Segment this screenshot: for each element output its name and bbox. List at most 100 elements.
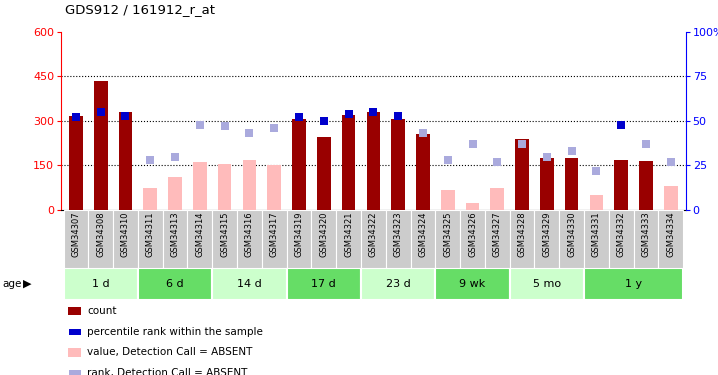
Text: GSM34313: GSM34313 <box>171 212 180 257</box>
Bar <box>286 210 312 268</box>
Text: GSM34307: GSM34307 <box>71 212 80 257</box>
Text: GSM34328: GSM34328 <box>518 212 526 257</box>
Text: GSM34323: GSM34323 <box>393 212 403 257</box>
Point <box>417 130 429 136</box>
Bar <box>113 210 138 268</box>
Point <box>442 157 454 163</box>
Point <box>144 157 156 163</box>
Bar <box>193 162 207 210</box>
Text: rank, Detection Call = ABSENT: rank, Detection Call = ABSENT <box>87 368 247 375</box>
Bar <box>540 158 554 210</box>
Point <box>120 112 131 118</box>
Point <box>243 130 255 136</box>
Bar <box>466 202 480 210</box>
Text: 17 d: 17 d <box>312 279 336 289</box>
Bar <box>118 112 132 210</box>
Point <box>516 141 528 147</box>
Text: 1 d: 1 d <box>92 279 110 289</box>
Bar <box>361 210 386 268</box>
Text: GSM34332: GSM34332 <box>617 212 626 257</box>
Point <box>541 154 553 160</box>
Bar <box>658 210 684 268</box>
Text: 6 d: 6 d <box>167 279 184 289</box>
Text: GSM34314: GSM34314 <box>195 212 205 257</box>
Point <box>393 112 404 118</box>
Bar <box>138 268 213 300</box>
Bar <box>367 112 380 210</box>
Bar <box>435 210 460 268</box>
Point <box>640 141 652 147</box>
Point <box>566 148 577 154</box>
Bar <box>88 210 113 268</box>
Bar <box>559 210 584 268</box>
Text: 5 mo: 5 mo <box>533 279 561 289</box>
Point <box>318 118 330 124</box>
Bar <box>63 268 138 300</box>
Text: value, Detection Call = ABSENT: value, Detection Call = ABSENT <box>87 348 252 357</box>
Text: percentile rank within the sample: percentile rank within the sample <box>87 327 263 337</box>
Text: GSM34311: GSM34311 <box>146 212 155 257</box>
Bar <box>63 210 88 268</box>
Bar <box>615 159 628 210</box>
Bar <box>516 139 529 210</box>
Bar <box>584 210 609 268</box>
Bar <box>411 210 435 268</box>
Bar <box>510 210 534 268</box>
Text: GDS912 / 161912_r_at: GDS912 / 161912_r_at <box>65 3 215 16</box>
Point <box>342 111 354 117</box>
Text: GSM34326: GSM34326 <box>468 212 477 257</box>
Text: GSM34308: GSM34308 <box>96 212 106 257</box>
Text: 14 d: 14 d <box>237 279 262 289</box>
Text: GSM34330: GSM34330 <box>567 212 576 257</box>
Bar <box>317 137 330 210</box>
Text: age: age <box>2 279 22 289</box>
Bar <box>589 195 603 210</box>
Bar <box>361 268 435 300</box>
Text: GSM34324: GSM34324 <box>419 212 427 257</box>
Text: GSM34317: GSM34317 <box>270 212 279 257</box>
Bar <box>218 164 231 210</box>
Point <box>70 114 82 120</box>
Bar <box>664 186 678 210</box>
Bar <box>69 117 83 210</box>
Bar <box>565 158 579 210</box>
Bar <box>391 120 405 210</box>
Bar <box>187 210 213 268</box>
Point <box>269 125 280 131</box>
Bar <box>292 120 306 210</box>
Bar <box>262 210 286 268</box>
Bar <box>237 210 262 268</box>
Text: GSM34333: GSM34333 <box>641 212 651 258</box>
Bar <box>213 210 237 268</box>
Bar <box>460 210 485 268</box>
Text: GSM34315: GSM34315 <box>220 212 229 257</box>
Text: GSM34310: GSM34310 <box>121 212 130 257</box>
Bar <box>441 190 454 210</box>
Point <box>492 159 503 165</box>
Text: GSM34321: GSM34321 <box>344 212 353 257</box>
Bar <box>94 81 108 210</box>
Point <box>615 122 627 128</box>
Text: GSM34322: GSM34322 <box>369 212 378 257</box>
Text: ▶: ▶ <box>23 279 32 289</box>
Bar <box>386 210 411 268</box>
Bar <box>609 210 633 268</box>
Bar <box>163 210 187 268</box>
Point <box>368 109 379 115</box>
Text: GSM34325: GSM34325 <box>443 212 452 257</box>
Bar <box>213 268 286 300</box>
Point <box>219 123 230 129</box>
Point <box>169 154 181 160</box>
Bar <box>416 134 430 210</box>
Point <box>95 109 106 115</box>
Point <box>194 122 205 128</box>
Bar <box>435 268 510 300</box>
Text: GSM34320: GSM34320 <box>320 212 328 257</box>
Bar <box>633 210 658 268</box>
Text: GSM34327: GSM34327 <box>493 212 502 257</box>
Text: GSM34316: GSM34316 <box>245 212 254 257</box>
Bar <box>584 268 684 300</box>
Bar <box>168 177 182 210</box>
Text: 1 y: 1 y <box>625 279 642 289</box>
Bar <box>138 210 163 268</box>
